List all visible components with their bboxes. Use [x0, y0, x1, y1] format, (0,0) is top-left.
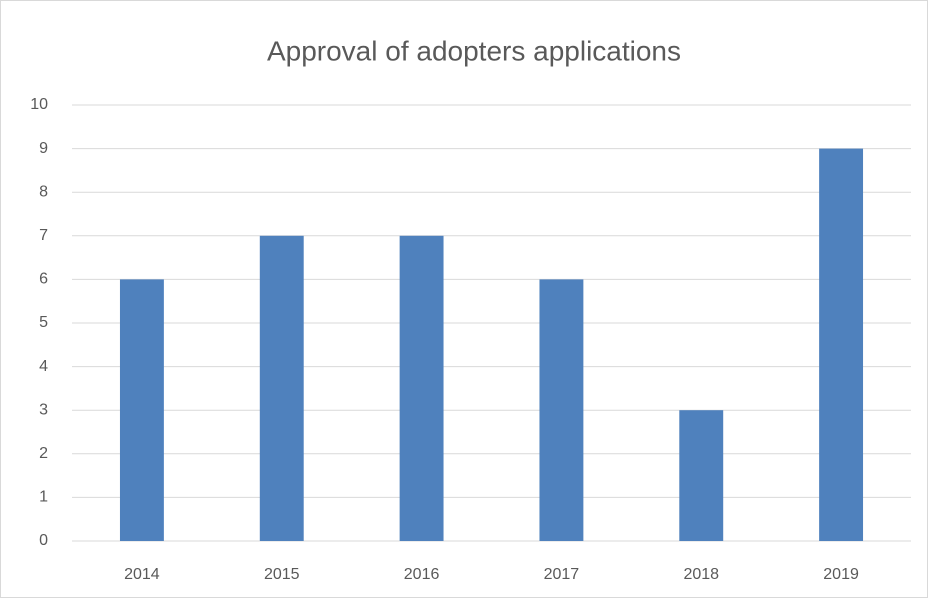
- y-tick-label: 9: [39, 140, 48, 157]
- x-tick-label: 2019: [823, 566, 859, 583]
- y-tick-label: 4: [39, 358, 48, 375]
- x-tick-label: 2014: [124, 566, 160, 583]
- x-tick-label: 2016: [404, 566, 440, 583]
- y-tick-label: 3: [39, 401, 48, 418]
- y-tick-label: 7: [39, 227, 48, 244]
- bar: [819, 148, 864, 541]
- bar: [679, 410, 724, 541]
- bar: [119, 279, 164, 541]
- y-tick-label: 2: [39, 445, 48, 462]
- bar: [399, 235, 444, 542]
- y-tick-label: 8: [39, 183, 48, 200]
- y-tick-label: 1: [39, 489, 48, 506]
- chart-title: Approval of adopters applications: [267, 35, 681, 66]
- bar: [259, 235, 304, 542]
- bar: [539, 279, 584, 541]
- y-tick-label: 10: [30, 96, 48, 113]
- x-tick-label: 2015: [264, 566, 300, 583]
- y-tick-label: 5: [39, 314, 48, 331]
- y-tick-label: 0: [39, 532, 48, 549]
- y-tick-label: 6: [39, 271, 48, 288]
- x-tick-label: 2017: [544, 566, 580, 583]
- x-tick-label: 2018: [683, 566, 719, 583]
